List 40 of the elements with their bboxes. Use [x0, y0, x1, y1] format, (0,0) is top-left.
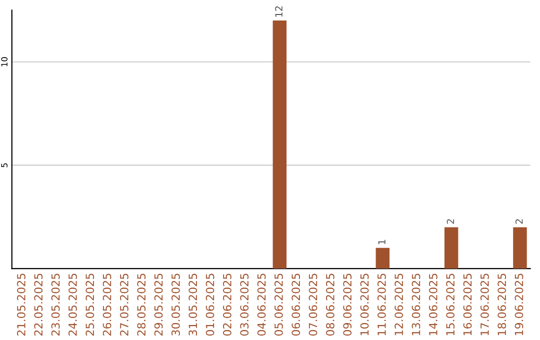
x-tick-label: 02.06.2025 [222, 274, 232, 336]
data-label: 2 [515, 219, 523, 224]
x-tick-label: 28.05.2025 [137, 274, 146, 336]
y-tick-label: 10 [1, 57, 8, 66]
x-tick-label: 11.06.2025 [377, 274, 386, 336]
bar [272, 20, 287, 269]
bar [513, 227, 527, 269]
data-label: 2 [446, 219, 454, 224]
x-tick-label: 01.06.2025 [206, 274, 214, 336]
x-tick-label: 10.06.2025 [360, 274, 369, 336]
x-tick-label: 05.06.2025 [274, 274, 283, 336]
x-tick-label: 29.05.2025 [154, 274, 163, 336]
x-tick-label: 18.06.2025 [498, 274, 506, 336]
x-tick-label: 13.06.2025 [412, 274, 420, 336]
x-tick-label: 08.06.2025 [326, 274, 334, 336]
data-label: 1 [378, 240, 386, 244]
x-tick-label: 03.06.2025 [240, 274, 249, 336]
x-tick-label: 09.06.2025 [343, 274, 352, 336]
x-tick-label: 22.05.2025 [34, 274, 43, 336]
x-tick-label: 30.05.2025 [171, 274, 180, 336]
x-tick-label: 19.06.2025 [514, 274, 524, 336]
x-tick-label: 15.06.2025 [446, 274, 455, 336]
x-tick-label: 21.05.2025 [17, 274, 26, 336]
x-tick-label: 16.06.2025 [463, 274, 472, 336]
x-tick-label: 04.06.2025 [257, 274, 266, 336]
x-tick-label: 31.05.2025 [188, 274, 198, 336]
x-tick-label: 25.05.2025 [86, 274, 94, 336]
x-tick-label: 17.06.2025 [480, 274, 489, 336]
x-tick-label: 27.05.2025 [120, 274, 128, 336]
x-tick-label: 24.05.2025 [68, 274, 77, 336]
y-tick-label: 5 [1, 163, 8, 168]
x-tick-label: 26.05.2025 [102, 274, 112, 336]
data-label: 12 [275, 6, 282, 17]
x-tick-label: 07.06.2025 [308, 274, 318, 336]
x-tick-label: 06.06.2025 [292, 274, 300, 336]
x-tick-label: 14.06.2025 [428, 274, 438, 336]
x-tick-label: 12.06.2025 [394, 274, 404, 336]
bar [444, 227, 458, 269]
x-tick-label: 23.05.2025 [51, 274, 60, 336]
bar [376, 248, 390, 269]
